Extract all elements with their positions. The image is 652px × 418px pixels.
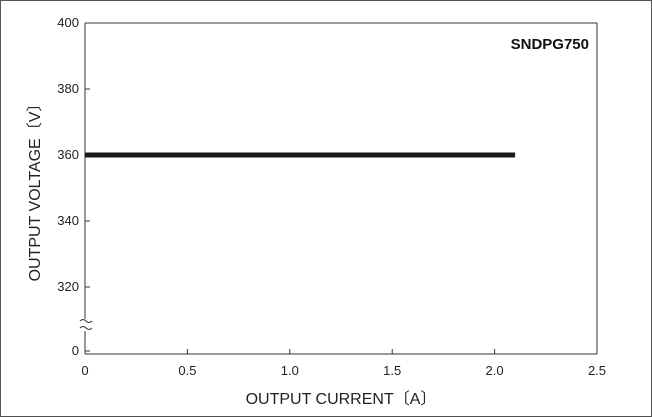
x-tick-label: 2.0 (486, 363, 504, 378)
x-axis-title: OUTPUT CURRENT〔A〕 (246, 390, 437, 408)
x-tick-label: 0.5 (178, 363, 196, 378)
y-tick-label: 400 (57, 15, 79, 30)
y-tick-label: 360 (57, 147, 79, 162)
model-annotation: SNDPG750 (511, 36, 589, 53)
axis-break-mark-upper (79, 319, 93, 323)
y-tick-label: 320 (57, 279, 79, 294)
x-tick-label: 1.5 (383, 363, 401, 378)
axis-break-mark-lower (79, 326, 93, 330)
y-axis-title: OUTPUT VOLTAGE〔V〕 (26, 96, 44, 282)
y-tick-label: 0 (72, 343, 79, 358)
x-tick-label: 0 (81, 363, 88, 378)
x-tick-label: 2.5 (588, 363, 606, 378)
y-tick-label: 340 (57, 213, 79, 228)
y-tick-label: 380 (57, 81, 79, 96)
x-tick-label: 1.0 (281, 363, 299, 378)
